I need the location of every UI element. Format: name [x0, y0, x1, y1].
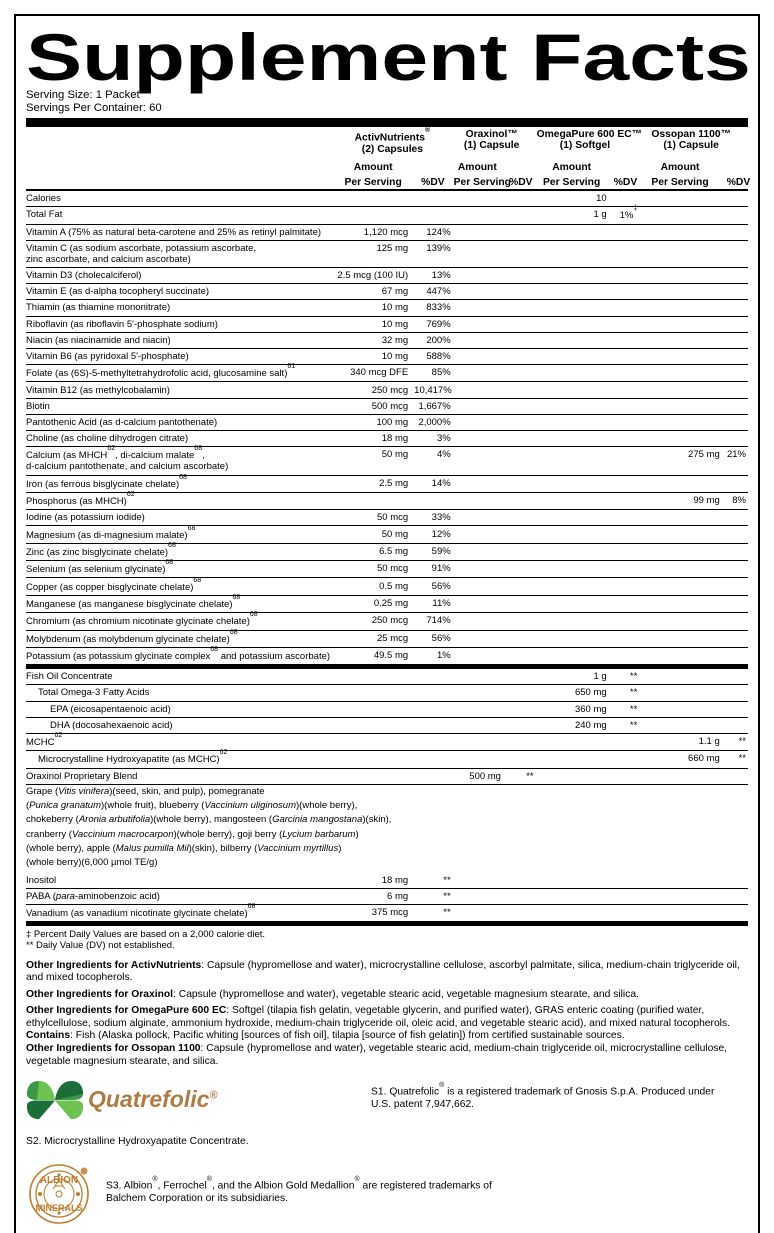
svg-text:ALBION: ALBION [40, 1175, 78, 1186]
svg-text:MINERALS: MINERALS [36, 1203, 83, 1213]
